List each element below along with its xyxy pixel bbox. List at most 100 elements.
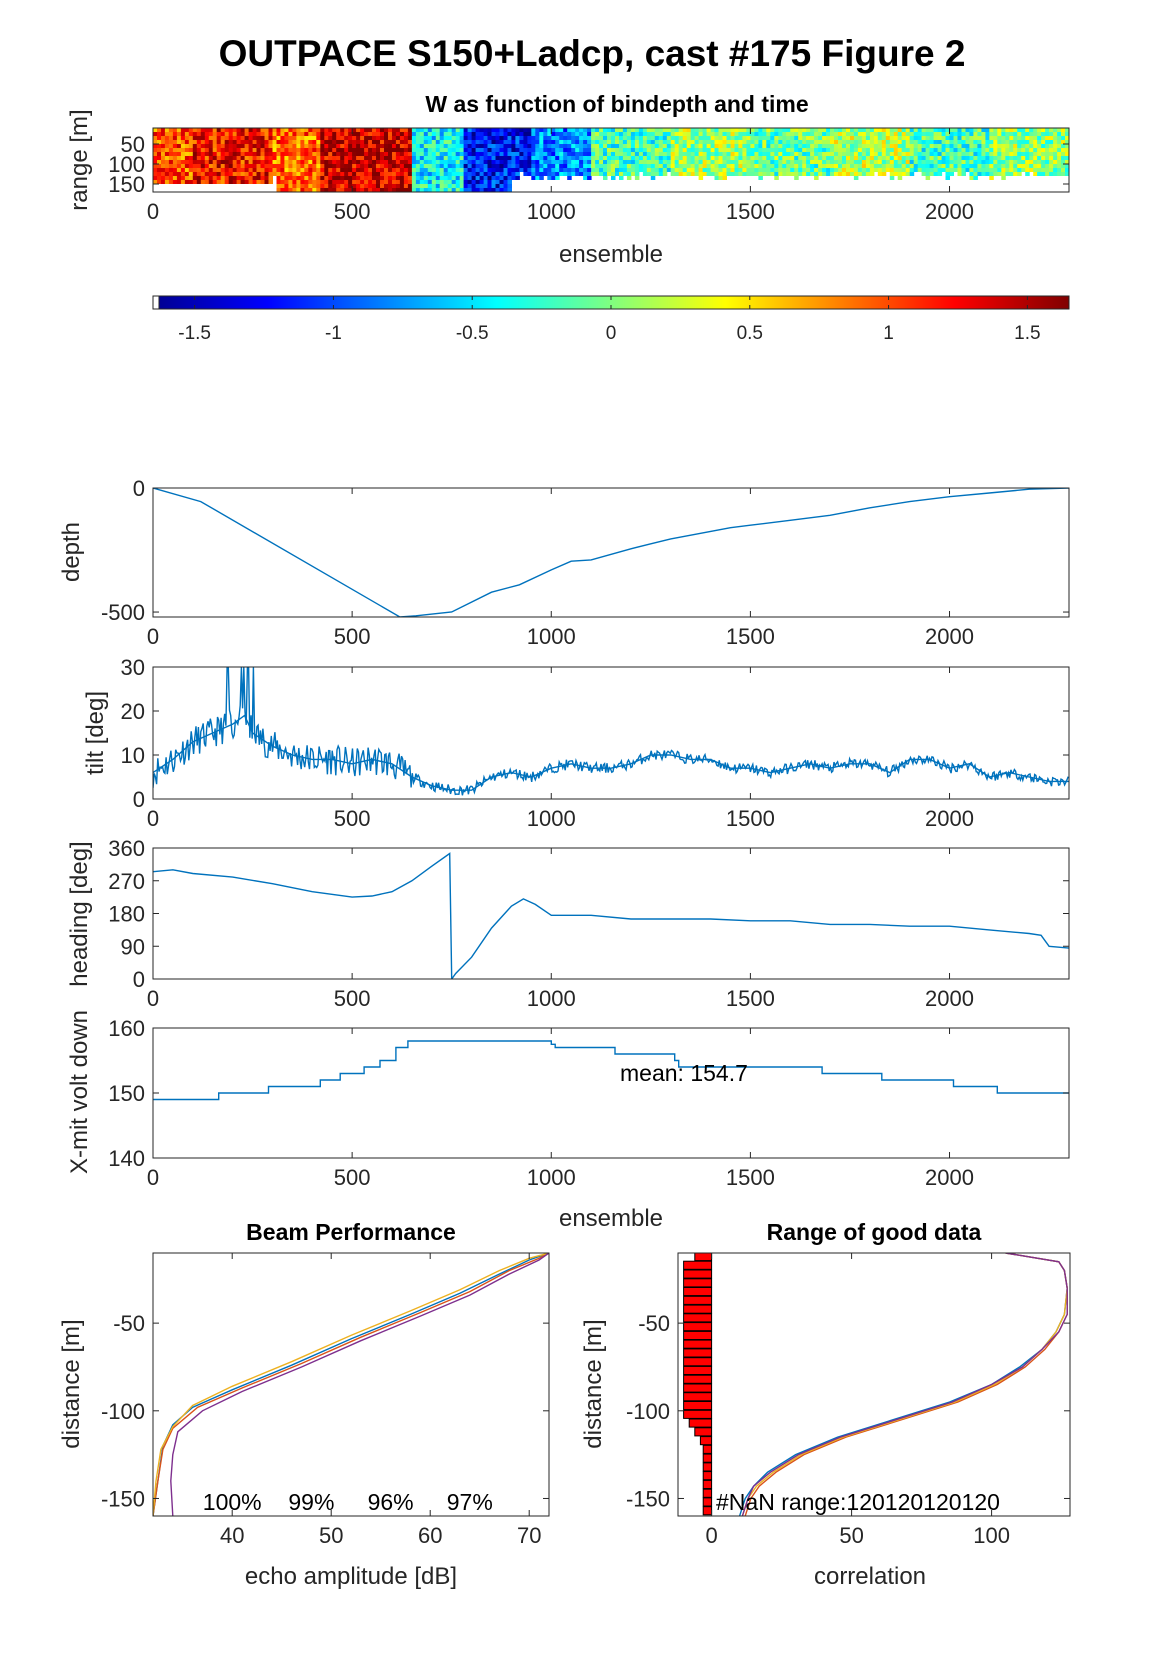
w-cell	[818, 160, 823, 164]
w-cell	[244, 156, 250, 160]
w-cell	[157, 168, 162, 172]
w-cell	[555, 156, 560, 160]
x-tick-label: 1500	[726, 1165, 775, 1190]
w-cell	[196, 172, 202, 176]
w-cell	[320, 148, 325, 152]
w-cell	[511, 164, 516, 168]
w-cell	[806, 160, 811, 164]
w-cell	[176, 132, 182, 136]
w-cell	[340, 152, 345, 156]
x-tick-label: 1000	[527, 986, 576, 1011]
w-cell	[204, 144, 210, 148]
w-cell	[435, 164, 441, 168]
w-cell	[881, 136, 887, 140]
w-cell	[260, 136, 265, 140]
w-cell	[718, 168, 723, 172]
w-cell	[523, 132, 528, 136]
w-cell	[292, 152, 297, 156]
w-cell	[411, 144, 417, 148]
w-cell	[292, 184, 297, 188]
w-cell	[200, 176, 206, 180]
w-cell	[216, 176, 222, 180]
w-cell	[435, 148, 441, 152]
w-cell	[969, 144, 974, 148]
w-cell	[905, 144, 911, 148]
w-cell	[865, 132, 871, 136]
w-cell	[308, 148, 313, 152]
w-cell	[973, 160, 978, 164]
w-cell	[280, 128, 285, 132]
w-cell	[575, 128, 580, 132]
w-cell	[806, 156, 811, 160]
w-cell	[471, 184, 477, 188]
w-cell	[881, 172, 887, 176]
w-cell	[1001, 136, 1006, 140]
w-cell	[782, 140, 787, 144]
w-cell	[873, 160, 879, 164]
w-cell	[503, 144, 508, 148]
w-cell	[842, 152, 847, 156]
w-cell	[304, 172, 309, 176]
w-cell	[395, 168, 401, 172]
w-cell	[356, 132, 361, 136]
w-cell	[435, 188, 441, 192]
w-cell	[770, 172, 775, 176]
w-cell	[535, 140, 540, 144]
w-cell	[702, 172, 708, 176]
w-cell	[977, 140, 982, 144]
w-cell	[1009, 160, 1014, 164]
w-cell	[368, 168, 373, 172]
w-cell	[973, 172, 978, 176]
w-cell	[965, 152, 970, 156]
w-cell	[909, 128, 915, 132]
w-cell	[742, 152, 747, 156]
w-cell	[228, 156, 234, 160]
w-cell	[794, 164, 799, 168]
w-cell	[857, 148, 863, 152]
w-cell	[850, 132, 855, 136]
w-cell	[742, 132, 747, 136]
w-cell	[626, 156, 632, 160]
w-cell	[539, 152, 544, 156]
w-cell	[431, 188, 437, 192]
w-cell	[220, 172, 226, 176]
w-cell	[638, 140, 644, 144]
w-cell	[650, 140, 656, 144]
w-cell	[356, 152, 361, 156]
w-cell	[463, 156, 469, 160]
w-cell	[260, 140, 265, 144]
w-cell	[328, 128, 333, 132]
w-cell	[280, 152, 285, 156]
w-cell	[443, 160, 449, 164]
w-cell	[403, 136, 409, 140]
w-cell	[252, 164, 258, 168]
w-cell	[973, 128, 978, 132]
w-cell	[750, 160, 755, 164]
w-cell	[447, 184, 453, 188]
w-cell	[284, 144, 289, 148]
w-cell	[423, 176, 429, 180]
w-cell	[384, 180, 389, 184]
w-cell	[646, 132, 652, 136]
w-cell	[634, 176, 640, 180]
w-cell	[1009, 144, 1014, 148]
w-cell	[547, 132, 552, 136]
w-cell	[1013, 152, 1018, 156]
w-cell	[443, 180, 449, 184]
w-cell	[814, 136, 819, 140]
w-cell	[674, 164, 680, 168]
w-cell	[264, 128, 269, 132]
w-cell	[638, 152, 644, 156]
w-cell	[407, 160, 413, 164]
w-cell	[650, 176, 656, 180]
w-cell	[284, 136, 289, 140]
w-cell	[702, 136, 708, 140]
w-cell	[228, 148, 234, 152]
w-cell	[348, 184, 353, 188]
w-cell	[479, 180, 485, 184]
w-cell	[332, 168, 337, 172]
w-cell	[686, 140, 692, 144]
w-cell	[969, 148, 974, 152]
w-cell	[503, 176, 508, 180]
x-tick-label: 1000	[527, 806, 576, 831]
